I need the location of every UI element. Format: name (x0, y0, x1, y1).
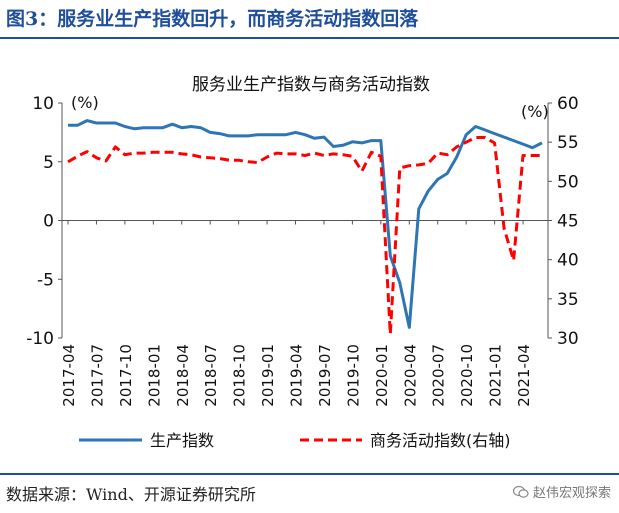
right-axis-ticks: 60 55 50 45 40 35 30 (548, 94, 579, 349)
left-axis-unit: (%) (71, 93, 99, 112)
x-tick-label: 2020-04 (401, 344, 419, 407)
x-tick-label: 2018-07 (202, 344, 220, 407)
right-tick-label: 60 (557, 94, 579, 114)
left-tick-label: -10 (26, 329, 54, 349)
x-axis-ticks: 2017-04 2017-07 2017-10 2018-01 2018-04 2018-… (60, 220, 533, 407)
figure-title: 图3：服务业生产指数回升，而商务活动指数回落 (6, 8, 419, 30)
x-tick-label: 2020-07 (430, 344, 448, 407)
watermark: 赵伟宏观探索 (512, 482, 611, 501)
left-tick-label: 10 (32, 94, 54, 114)
series-line-business (67, 136, 542, 336)
right-axis-unit: (%) (521, 102, 549, 121)
left-tick-label: 5 (43, 153, 54, 173)
x-tick-label: 2019-04 (288, 344, 306, 407)
left-axis-ticks: 10 5 0 -5 -10 (26, 94, 62, 349)
x-tick-label: 2019-07 (316, 344, 334, 407)
legend: 生产指数 商务活动指数(右轴) (79, 431, 511, 450)
right-tick-label: 50 (557, 172, 579, 192)
series-line-production (68, 119, 543, 329)
left-tick-label: -5 (37, 270, 54, 290)
x-tick-label: 2020-10 (458, 344, 476, 407)
x-tick-label: 2020-01 (373, 344, 391, 407)
right-tick-label: 40 (557, 251, 579, 271)
x-tick-label: 2018-01 (145, 344, 163, 407)
x-tick-label: 2021-04 (515, 344, 533, 407)
x-tick-label: 2019-10 (344, 344, 362, 407)
x-tick-label: 2017-04 (60, 344, 78, 407)
x-tick-label: 2018-04 (174, 344, 192, 407)
legend-label-production: 生产指数 (150, 431, 214, 450)
right-tick-label: 30 (557, 329, 579, 349)
x-tick-label: 2017-10 (117, 344, 135, 407)
x-tick-label: 2019-01 (259, 344, 277, 407)
watermark-text: 赵伟宏观探索 (532, 486, 611, 501)
data-source: 数据来源：Wind、开源证券研究所 (6, 485, 256, 504)
legend-label-business: 商务活动指数(右轴) (370, 431, 511, 450)
x-tick-label: 2021-01 (487, 344, 505, 407)
wechat-icon (512, 485, 529, 498)
right-tick-label: 35 (557, 290, 579, 310)
x-tick-label: 2018-10 (231, 344, 249, 407)
axes (61, 103, 549, 338)
series-layer (67, 119, 543, 336)
footer-divider (0, 473, 619, 475)
chart-title: 服务业生产指数与商务活动指数 (192, 75, 430, 95)
title-divider (0, 37, 619, 39)
x-tick-label: 2017-07 (88, 344, 106, 407)
left-tick-label: 0 (43, 212, 54, 232)
right-tick-label: 45 (557, 212, 579, 232)
right-tick-label: 55 (557, 133, 579, 153)
